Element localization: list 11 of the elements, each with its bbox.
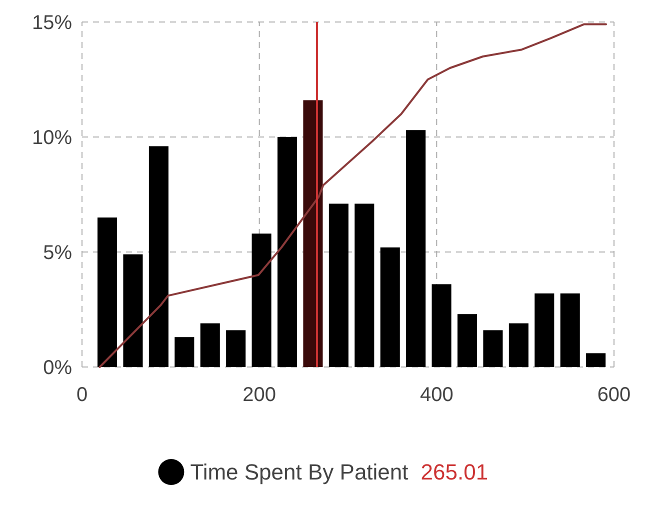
- y-tick-label: 10%: [32, 127, 72, 149]
- x-tick-label: 600: [597, 384, 631, 406]
- ref-line-label: 265.01: [420, 460, 488, 485]
- x-tick-label: 0: [76, 384, 88, 406]
- y-tick-label: 0%: [43, 357, 72, 379]
- x-tick-label: 400: [420, 384, 454, 406]
- x-tick-label: 200: [242, 384, 276, 406]
- y-tick-label: 5%: [43, 242, 72, 264]
- line-series: [98, 23, 608, 368]
- y-tick-label: 15%: [32, 12, 72, 34]
- legend-label: Time Spent By Patient: [190, 460, 408, 485]
